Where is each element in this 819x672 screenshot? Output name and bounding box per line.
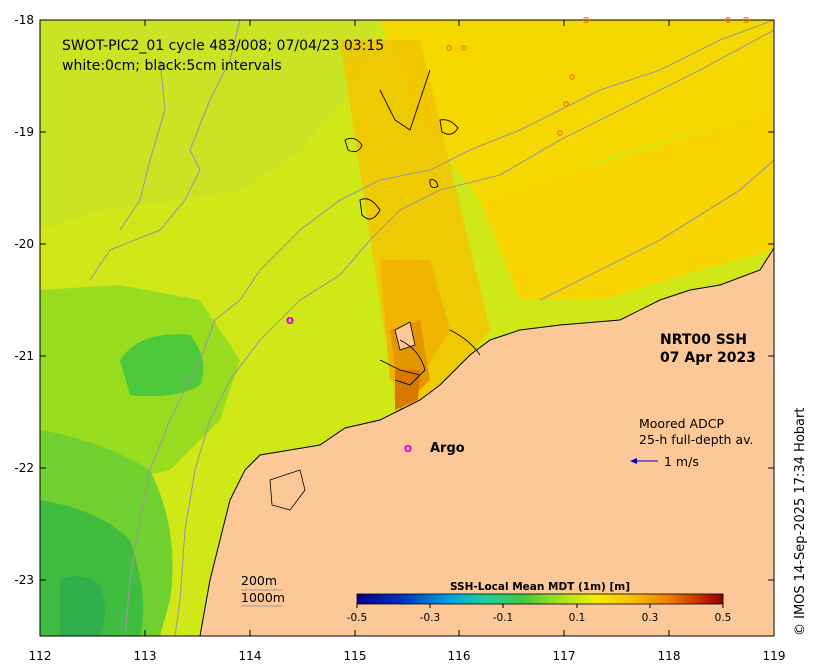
- x-tick-label: 115: [344, 649, 367, 663]
- isobath-1000-label: 1000m: [241, 590, 285, 605]
- adcp-description: 25-h full-depth av.: [639, 432, 754, 447]
- y-tick-label: -22: [14, 461, 34, 475]
- product-name: NRT00 SSH: [660, 332, 747, 348]
- colorbar-tick-label: -0.5: [347, 612, 368, 624]
- swot-title: SWOT-PIC2_01 cycle 483/008; 07/04/23 03:…: [62, 38, 384, 54]
- argo-legend-marker: o: [404, 441, 412, 455]
- adcp-scale-label: 1 m/s: [664, 454, 699, 469]
- y-tick-label: -19: [14, 125, 34, 139]
- y-tick-label: -18: [14, 13, 34, 27]
- ssh-contours: [344, 69, 481, 386]
- axis-ticks: [39, 19, 775, 636]
- colorbar: [356, 593, 724, 605]
- x-tick-label: 117: [553, 649, 576, 663]
- colorbar-tick-label: 0.1: [569, 612, 586, 624]
- x-tick-label: 114: [239, 649, 262, 663]
- product-date: 07 Apr 2023: [660, 350, 756, 366]
- argo-float-marker: o: [286, 313, 294, 327]
- contour-legend: white:0cm; black:5cm intervals: [62, 58, 282, 74]
- x-tick-label: 113: [134, 649, 157, 663]
- y-tick-label: -20: [14, 237, 34, 251]
- colorbar-tick-label: 0.5: [715, 612, 732, 624]
- adcp-label: Moored ADCP: [639, 416, 724, 431]
- adcp-scale-arrow: [630, 458, 658, 464]
- imos-credit: © IMOS 14-Sep-2025 17:34 Hobart: [793, 407, 808, 636]
- land-mass: [199, 247, 774, 636]
- plot-frame: [39, 19, 775, 637]
- x-tick-label: 118: [658, 649, 681, 663]
- mooring-markers: [446, 16, 750, 136]
- colorbar-tick-label: -0.1: [493, 612, 514, 624]
- x-axis-labels: 112 113 114 115 116 117 118 119: [29, 649, 786, 663]
- x-tick-label: 112: [29, 649, 52, 663]
- isobaths: [89, 20, 774, 636]
- colorbar-title: SSH-Local Mean MDT (1m) [m]: [450, 581, 630, 593]
- y-tick-label: -21: [14, 349, 34, 363]
- y-tick-label: -23: [14, 573, 34, 587]
- y-axis-labels: -18 -19 -20 -21 -22 -23: [14, 13, 34, 587]
- colorbar-ticks: [356, 604, 724, 608]
- colorbar-tick-label: 0.3: [642, 612, 659, 624]
- argo-label: Argo: [430, 441, 465, 456]
- x-tick-label: 116: [448, 649, 471, 663]
- isobath-200-label: 200m: [241, 573, 277, 588]
- colorbar-tick-label: -0.3: [420, 612, 441, 624]
- x-tick-label: 119: [763, 649, 786, 663]
